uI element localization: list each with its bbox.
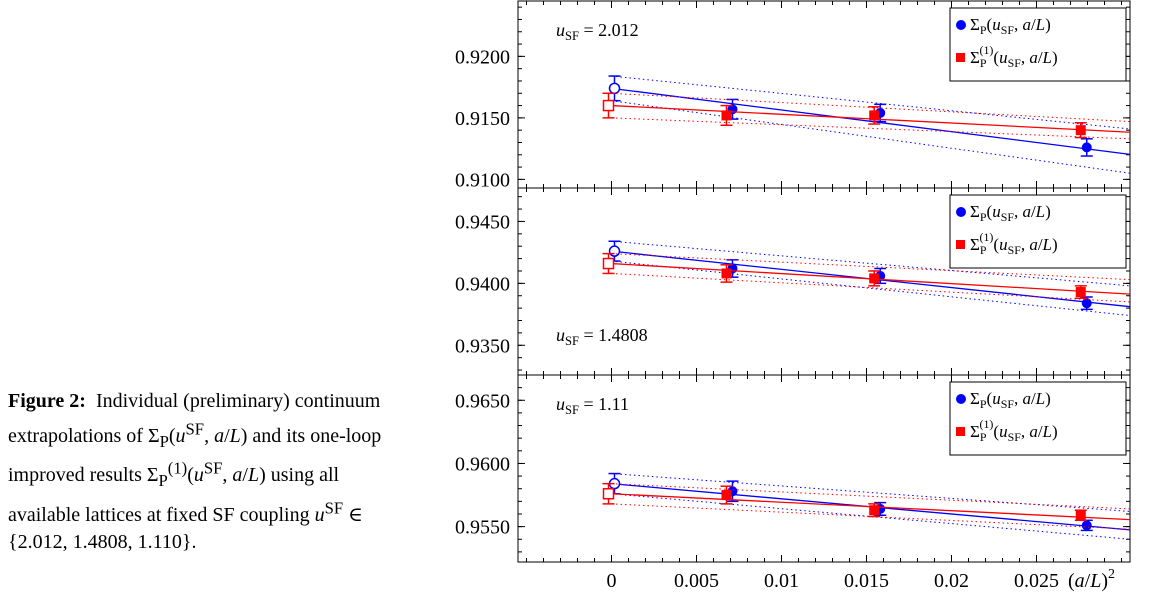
panel-1: 0.9100 0.9150 0.9200 ΣP(uSF, a/L) ΣP(1)(uSF,… (455, 0, 1131, 191)
legend-label: ΣP(1)(uSF, a/L) (970, 43, 1058, 70)
ytick-label: 0.9350 (455, 335, 510, 357)
legend-label: ΣP(uSF, a/L) (970, 15, 1051, 37)
ytick-label: 0.9600 (455, 453, 510, 475)
plot-area (602, 240, 1130, 317)
legend-box (949, 194, 1127, 269)
data-point (869, 505, 880, 516)
figure-caption: Figure 2: Individual (preliminary) conti… (8, 388, 400, 556)
legend-marker (956, 427, 965, 436)
x-axis-label: (a/L)2 (1068, 567, 1115, 592)
error-band-upper (611, 483, 1130, 510)
panel-2: 0.9350 0.9400 0.9450 ΣP(uSF, a/L) ΣP(1)(uSF,… (455, 187, 1131, 376)
data-point (721, 490, 732, 501)
legend-label: ΣP(uSF, a/L) (970, 202, 1051, 224)
legend-box (949, 381, 1127, 456)
error-band-lower (611, 503, 1130, 530)
error-band-lower (611, 272, 1130, 303)
error-band-lower (611, 117, 1130, 140)
continuum-point (608, 82, 621, 95)
continuum-point (602, 257, 615, 270)
legend-label: ΣP(1)(uSF, a/L) (970, 230, 1058, 257)
legend-label: ΣP(uSF, a/L) (970, 389, 1051, 411)
legend-box (949, 7, 1127, 82)
legend-marker (956, 207, 966, 217)
plot-frame (517, 374, 1131, 563)
data-point (1081, 142, 1092, 153)
error-band-lower (611, 493, 1130, 540)
caption-label: Figure 2: (8, 390, 86, 412)
legend-marker (956, 240, 965, 249)
xtick-label: 0.005 (674, 570, 719, 592)
panel-3: 0.9550 0.9600 0.9650 ΣP(uSF, a/L) ΣP(1)(uSF,… (455, 374, 1131, 563)
data-point (869, 273, 880, 284)
continuum-point (602, 488, 615, 500)
legend-marker (956, 394, 966, 404)
data-point (1075, 510, 1086, 521)
legend-marker (956, 53, 965, 62)
plot-area (602, 75, 1130, 174)
data-point (1075, 125, 1086, 136)
xtick-label: 0.025 (1014, 570, 1059, 592)
error-band-upper (611, 253, 1130, 281)
ytick-label: 0.9400 (455, 273, 510, 295)
xtick-label: 0.02 (934, 570, 969, 592)
data-point (869, 110, 880, 121)
ytick-label: 0.9450 (455, 211, 510, 233)
data-point (721, 110, 732, 121)
error-band-lower (611, 100, 1130, 174)
caption-text: Individual (preliminary) continuum extra… (8, 390, 382, 553)
ytick-label: 0.9150 (455, 108, 510, 130)
data-point (721, 268, 732, 279)
continuum-point (602, 99, 615, 112)
ytick-label: 0.9200 (455, 46, 510, 68)
ytick-label: 0.9650 (455, 390, 510, 412)
plot-area (602, 472, 1130, 540)
coupling-annotation: uSF = 1.4808 (556, 325, 648, 348)
data-point (1081, 298, 1092, 309)
xtick-label: 0.01 (764, 570, 799, 592)
ytick-label: 0.9100 (455, 169, 510, 191)
legend-marker (956, 20, 966, 30)
xtick-label: 0 (607, 570, 617, 592)
fit-line (611, 87, 1130, 156)
legend-label: ΣP(1)(uSF, a/L) (970, 417, 1058, 444)
error-band-upper (611, 92, 1130, 123)
error-band-lower (611, 260, 1130, 317)
xtick-label: 0.015 (844, 570, 889, 592)
coupling-annotation: uSF = 2.012 (556, 20, 639, 43)
coupling-annotation: uSF = 1.11 (556, 394, 629, 417)
data-point (1075, 287, 1086, 298)
ytick-label: 0.9550 (455, 517, 510, 539)
continuum-point (608, 245, 621, 257)
data-point (1081, 520, 1092, 531)
error-band-upper (611, 240, 1130, 287)
error-band-upper (611, 75, 1130, 130)
